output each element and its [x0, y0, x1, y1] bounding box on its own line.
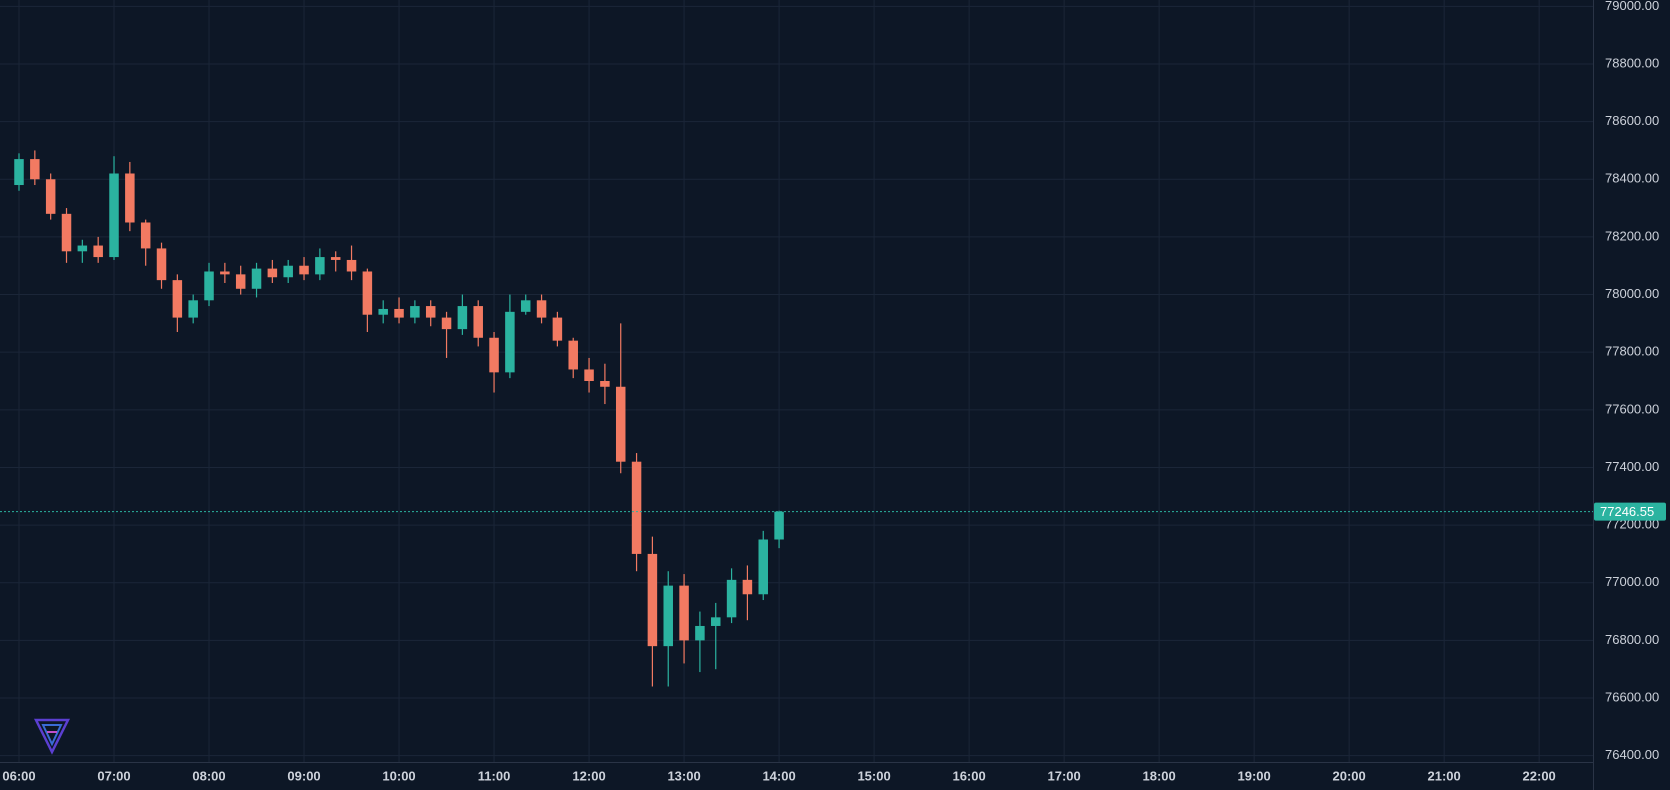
candle-body [520, 300, 531, 312]
y-tick-label: 76400.00 [1605, 747, 1659, 762]
y-tick-label: 79000.00 [1605, 0, 1659, 13]
x-tick-label: 22:00 [1523, 768, 1556, 783]
x-tick-label: 14:00 [762, 768, 795, 783]
candle-body [220, 271, 230, 275]
candle-body [758, 539, 768, 595]
x-tick-label: 11:00 [478, 768, 511, 783]
y-tick-label: 78200.00 [1605, 228, 1659, 243]
candle-body [568, 340, 578, 370]
candle-body [45, 179, 56, 214]
y-tick-label: 77000.00 [1605, 574, 1659, 589]
candle-body [188, 300, 198, 318]
candle-body [251, 268, 262, 289]
candle-body [774, 511, 784, 540]
candle-body [489, 337, 499, 373]
candle-body [283, 265, 293, 278]
candle-body [140, 222, 151, 249]
candle-body [615, 386, 626, 462]
candle-body [441, 317, 452, 330]
candle-body [156, 248, 167, 281]
y-tick-label: 78400.00 [1605, 171, 1659, 186]
y-tick-label: 78600.00 [1605, 113, 1659, 128]
y-tick-label: 77400.00 [1605, 459, 1659, 474]
x-tick-label: 16:00 [952, 768, 985, 783]
y-tick-label: 78000.00 [1605, 286, 1659, 301]
logo [33, 718, 71, 755]
candle-body [346, 259, 357, 272]
x-tick-label: 13:00 [667, 768, 700, 783]
candle-body [726, 579, 737, 618]
candle-body [204, 271, 214, 301]
candle-body [267, 268, 278, 278]
y-tick-label: 77600.00 [1605, 401, 1659, 416]
candle-body [410, 306, 420, 318]
candle-body [695, 625, 705, 641]
candle-body [30, 159, 40, 180]
candle-body [425, 306, 436, 318]
x-tick-label: 12:00 [572, 768, 605, 783]
x-tick-label: 20:00 [1333, 768, 1366, 783]
x-tick-label: 09:00 [287, 768, 320, 783]
candle-body [457, 306, 468, 330]
candle-body [742, 579, 753, 595]
candle-body [235, 274, 246, 289]
candle-body [315, 257, 325, 275]
candle-body [299, 265, 309, 275]
candle-body [679, 585, 689, 641]
x-tick-label: 15:00 [857, 768, 890, 783]
candle-body [663, 585, 673, 647]
candle-body [77, 245, 88, 252]
x-tick-label: 08:00 [192, 768, 225, 783]
candle-body [93, 245, 103, 258]
x-tick-label: 19:00 [1238, 768, 1271, 783]
candle-body [584, 369, 594, 381]
candle-body [172, 280, 183, 318]
y-tick-label: 78800.00 [1605, 55, 1659, 70]
y-tick-label: 76600.00 [1605, 689, 1659, 704]
x-tick-label: 18:00 [1142, 768, 1175, 783]
candle-body [394, 308, 404, 318]
candle-body [362, 271, 373, 315]
last-price-tag [1594, 502, 1666, 521]
candle-body [552, 317, 563, 341]
last-price-label: 77246.55 [1600, 504, 1654, 519]
x-tick-label: 07:00 [97, 768, 130, 783]
candle-body [600, 381, 610, 387]
candle-body [109, 173, 119, 258]
x-tick-label: 10:00 [382, 768, 415, 783]
candle-body [473, 306, 483, 338]
candle-body [14, 159, 24, 186]
y-tick-label: 77800.00 [1605, 344, 1659, 359]
candle-body [647, 553, 658, 647]
x-tick-label: 21:00 [1428, 768, 1461, 783]
candle-body [505, 311, 515, 373]
candle-body [378, 308, 388, 315]
candle-body [125, 173, 135, 223]
candle-body [631, 461, 642, 554]
candle-body [710, 617, 721, 626]
candle-body [61, 213, 72, 252]
candle-body [536, 300, 547, 318]
candle-body [330, 257, 341, 260]
x-tick-label: 06:00 [2, 768, 35, 783]
x-tick-label: 17:00 [1047, 768, 1080, 783]
y-tick-label: 76800.00 [1605, 632, 1659, 647]
